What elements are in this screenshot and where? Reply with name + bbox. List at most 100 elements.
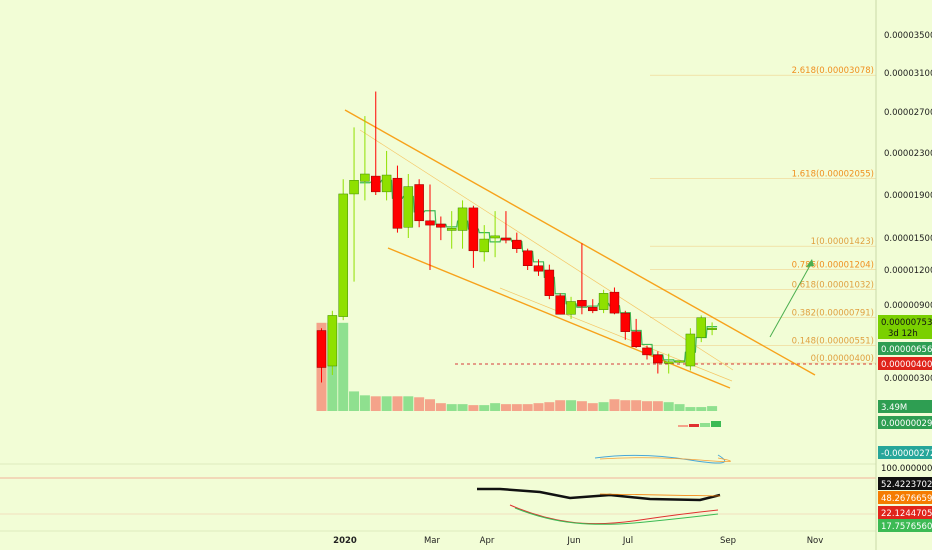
volume-bar [414, 397, 425, 411]
time-axis-label: 2020 [333, 536, 357, 546]
candle-body [371, 175, 381, 193]
fib-label: 0.618(0.00001032) [792, 281, 874, 291]
channel-inner-1 [359, 129, 734, 371]
price-badge [878, 326, 932, 339]
candlestick-series [316, 91, 717, 383]
price-badge [878, 519, 932, 532]
volume-bar [609, 399, 620, 411]
price-badge-label: 0.00000656 [881, 345, 932, 355]
candle-body [653, 354, 663, 364]
volume-bar [511, 404, 522, 411]
candle-body [414, 184, 424, 222]
fib-label: 0.786(0.00001204) [792, 261, 874, 271]
channel-lower [387, 247, 731, 389]
time-axis-label: Nov [807, 536, 824, 546]
volume-bar [674, 404, 685, 411]
candle-body [566, 301, 576, 315]
volume-bar [566, 400, 577, 411]
candle-body [533, 265, 544, 272]
volume-bar [457, 404, 468, 411]
volume-bar [652, 401, 663, 411]
hist-bar [678, 425, 688, 427]
volume-bar [685, 407, 696, 411]
price-scale-label: 0.00003100 [884, 69, 932, 79]
candle-body [403, 186, 414, 228]
candle-body [501, 237, 511, 241]
candle-body [327, 315, 338, 367]
candle-body [425, 220, 435, 226]
volume-bar [707, 406, 718, 411]
time-axis-label: Mar [424, 536, 441, 546]
ema-line [599, 493, 721, 497]
price-badge [878, 315, 932, 328]
price-badge [878, 446, 932, 459]
stoch-k [509, 504, 719, 525]
arrow-shaft [769, 261, 813, 338]
time-axis-label: Apr [480, 536, 495, 546]
candle-body [598, 293, 609, 310]
price-scale-label: 0.00003500 [884, 31, 932, 41]
channel-upper [344, 109, 816, 376]
candle-body [392, 177, 403, 229]
forecast-arrow[interactable] [769, 259, 814, 338]
volume-bar [338, 322, 349, 411]
price-badge-label: -0.00000272 [881, 449, 932, 459]
volume-bar [598, 402, 609, 411]
price-scale[interactable]: 0.00003500 0.00003100 0.00002700 0.00002300… [884, 31, 932, 384]
volume-bar [500, 404, 511, 411]
price-badge [878, 400, 932, 413]
candle-body [620, 312, 631, 332]
volume-bar [663, 402, 674, 411]
price-badge-label: 3.49M [881, 403, 907, 413]
volume-bar [555, 400, 566, 411]
price-badge-label: 48.26766599 [881, 494, 932, 504]
volume-bar [359, 395, 370, 411]
candle-body [479, 238, 489, 253]
price-badge-label: 0.00000400 [881, 360, 932, 370]
descending-channel[interactable] [344, 109, 816, 389]
price-badge [878, 357, 932, 370]
hist-bar [711, 421, 721, 427]
volume-bar [544, 402, 555, 411]
volume-bar [392, 396, 403, 411]
fib-label: 1(0.00001423) [811, 237, 874, 247]
candle-body [360, 173, 370, 182]
price-scale-label: 0.00001500 [884, 234, 932, 244]
time-axis-label: Jun [566, 536, 580, 546]
price-badge-label: 0.00000029 [881, 419, 932, 429]
candle-body [685, 333, 696, 367]
candle-body [609, 291, 620, 314]
candle-body [316, 330, 327, 368]
price-badge [878, 342, 932, 355]
price-badge-label: 0.00000753 [881, 318, 932, 328]
volume-bar [696, 407, 707, 411]
candle-body [349, 180, 359, 195]
hist-bar [700, 423, 710, 427]
volume-bar [403, 396, 414, 411]
fib-label: 0.382(0.00000791) [792, 309, 874, 319]
candle-body [696, 317, 706, 338]
price-badge [878, 491, 932, 504]
time-axis-label: Sep [720, 536, 736, 546]
volume-bar [349, 391, 360, 411]
candle-body [490, 235, 500, 239]
hist-bar [689, 424, 699, 427]
arrow-head [806, 259, 814, 267]
candle-body [674, 360, 685, 363]
volume-bar [642, 401, 652, 411]
candle-body [381, 174, 392, 193]
price-badge [878, 477, 932, 490]
candle-body [555, 295, 565, 315]
price-badge [878, 461, 932, 474]
candle-body [631, 331, 641, 348]
stoch-d [514, 507, 719, 525]
candle-body [457, 207, 468, 231]
price-scale-label: 0.00000300 [884, 374, 932, 384]
time-axis[interactable]: 2020 Mar Apr Jun Jul Sep Nov [0, 530, 876, 546]
volume-bar [576, 401, 587, 411]
price-scale-label: 0.00001900 [884, 191, 932, 201]
